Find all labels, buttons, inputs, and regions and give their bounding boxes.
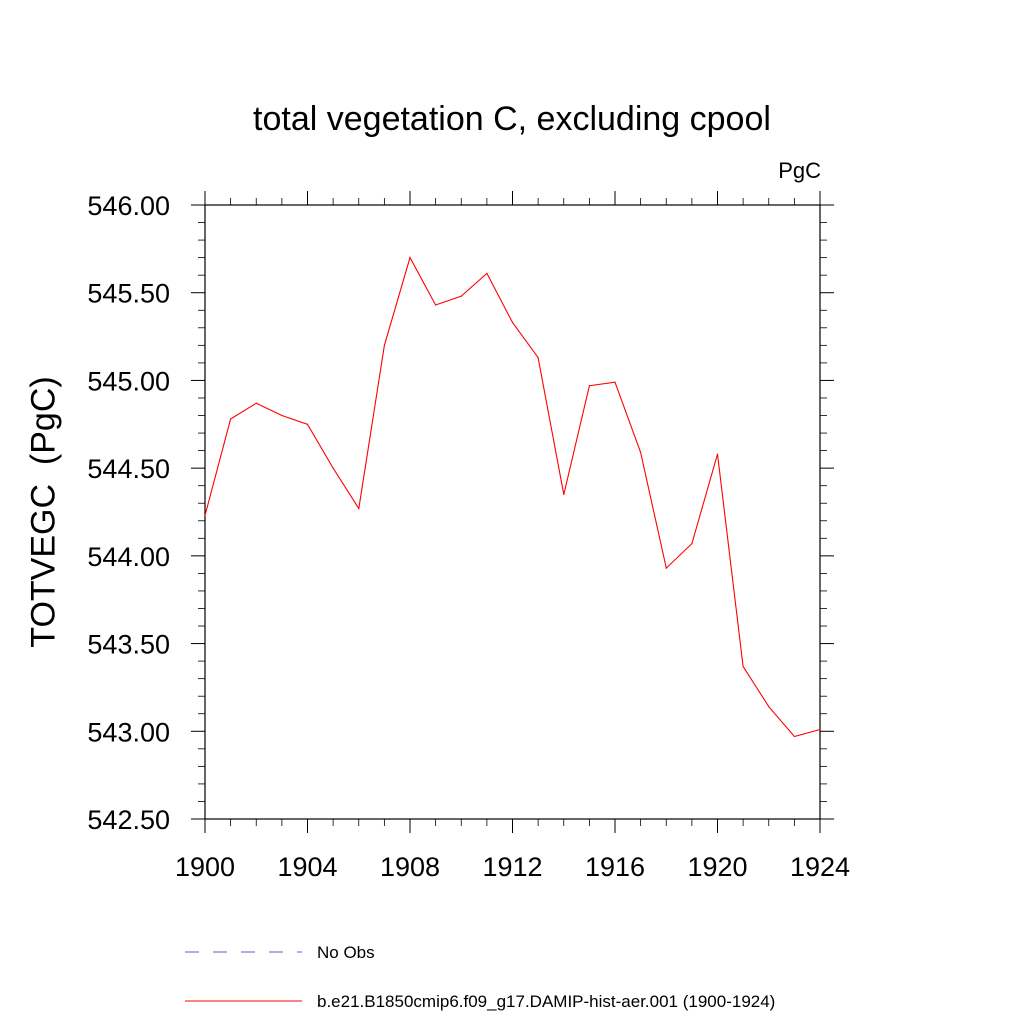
data-point [819,728,821,731]
data-point [588,385,590,387]
y-tick-label: 543.50 [87,630,170,660]
data-point [230,418,232,420]
y-tick-label: 542.50 [87,805,170,835]
x-tick-label: 1900 [175,852,235,882]
y-tick-label: 545.00 [87,366,170,396]
data-point [640,451,642,453]
x-tick-label: 1904 [277,852,337,882]
y-tick-label: 546.00 [87,191,170,221]
legend [185,951,302,1002]
x-tick-label: 1924 [790,852,850,882]
data-point [511,321,514,324]
x-tick-label: 1908 [380,852,440,882]
data-point [563,493,565,496]
x-tick-label: 1920 [687,852,747,882]
data-point [281,414,283,417]
data-point [768,706,770,708]
data-point [383,344,385,346]
data-point [460,295,462,297]
legend-label-model-run: b.e21.B1850cmip6.f09_g17.DAMIP-hist-aer.… [317,992,776,1011]
units-label: PgC [778,158,821,183]
data-point [306,423,309,425]
data-point [716,453,719,455]
series-layer [204,256,821,738]
data-point [358,507,360,510]
y-tick-label: 543.00 [87,717,170,747]
data-point [255,402,257,404]
y-tick-label: 544.00 [87,542,170,572]
data-point [409,257,411,259]
data-point [665,567,667,569]
data-point [742,665,744,667]
series-line-0 [204,256,821,738]
chart-title: total vegetation C, excluding cpool [253,100,771,138]
plot-border [204,204,821,820]
data-point [537,357,539,359]
axis-ticks: 542.50 543.00 543.50 544.00 544.50 545.00 545.… [87,191,850,882]
data-point [614,381,616,383]
y-tick-label: 544.50 [87,454,170,484]
data-point [332,467,334,469]
data-point [204,514,206,517]
data-point [793,735,795,738]
x-tick-label: 1916 [585,852,645,882]
data-point [435,304,437,306]
x-tick-label: 1912 [482,852,542,882]
y-tick-label: 545.50 [87,279,170,309]
data-point [486,272,488,275]
legend-label-no-obs: No Obs [317,943,375,962]
plot-frame [204,204,821,820]
data-point [691,542,693,545]
